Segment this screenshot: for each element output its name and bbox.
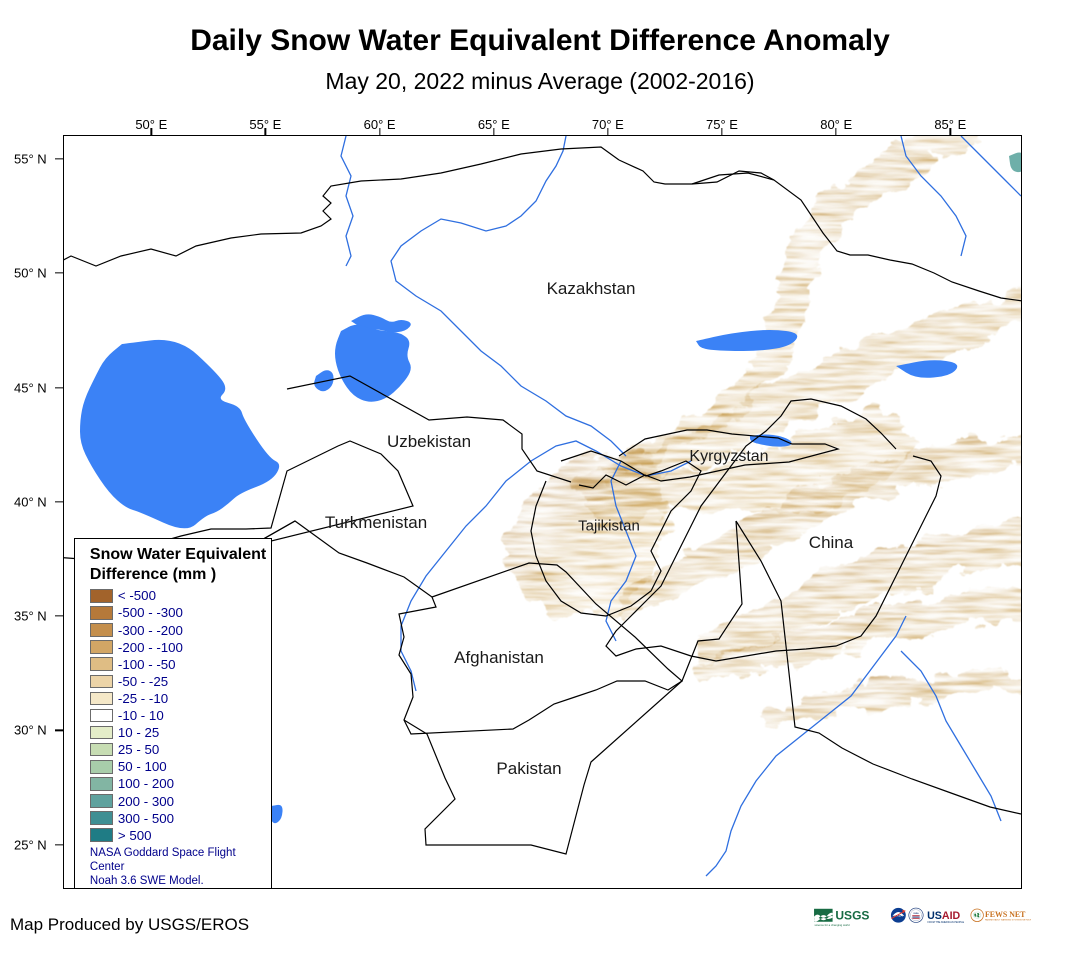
svg-text:FEWS NET: FEWS NET [985,910,1026,919]
svg-text:science for a changing world: science for a changing world [815,923,851,927]
svg-text:FROM THE AMERICAN PEOPLE: FROM THE AMERICAN PEOPLE [928,921,965,924]
svg-text:USGS: USGS [835,908,869,922]
svg-text:USAID: USAID [927,910,960,922]
